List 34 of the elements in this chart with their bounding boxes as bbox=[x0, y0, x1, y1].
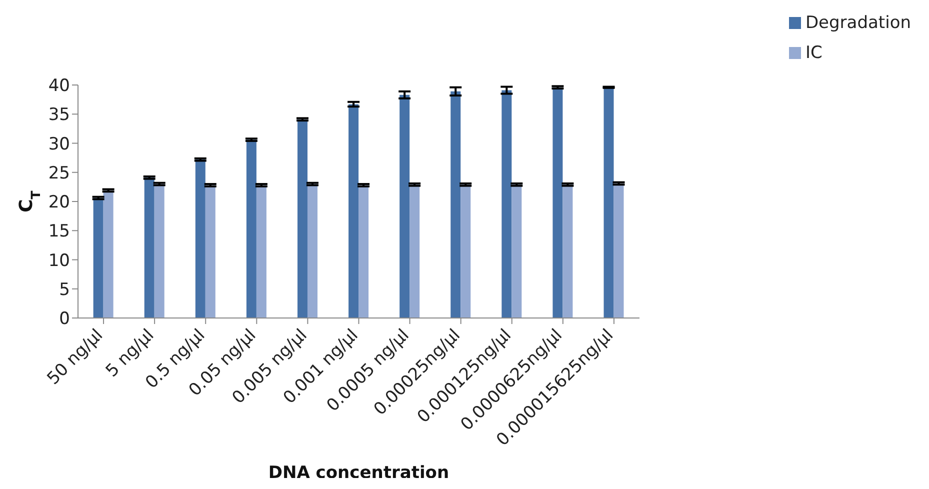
bar bbox=[502, 90, 512, 318]
y-tick-label: 40 bbox=[48, 76, 70, 96]
y-tick-label: 0 bbox=[59, 309, 70, 330]
bar bbox=[256, 185, 266, 318]
bar bbox=[195, 160, 206, 318]
bar bbox=[400, 94, 410, 318]
bar bbox=[246, 140, 256, 318]
y-tick-label: 15 bbox=[48, 222, 70, 242]
legend-label: IC bbox=[805, 43, 822, 63]
bar bbox=[348, 104, 359, 318]
bar bbox=[614, 183, 624, 318]
bar bbox=[552, 87, 563, 318]
bar bbox=[93, 198, 104, 318]
y-tick-label: 5 bbox=[59, 280, 70, 300]
bar bbox=[154, 184, 164, 318]
bar bbox=[307, 184, 318, 318]
bar bbox=[144, 178, 154, 318]
y-tick-label: 10 bbox=[48, 250, 70, 271]
bar bbox=[450, 91, 461, 318]
bar bbox=[103, 190, 114, 318]
bar bbox=[562, 184, 573, 318]
bar bbox=[604, 87, 614, 318]
bar bbox=[512, 184, 522, 318]
bar bbox=[410, 184, 420, 318]
bar bbox=[297, 119, 308, 318]
y-tick-label: 30 bbox=[48, 134, 70, 154]
y-tick-label: 20 bbox=[48, 192, 70, 213]
y-tick-label: 25 bbox=[48, 163, 70, 184]
x-axis-title: DNA concentration bbox=[268, 463, 450, 483]
legend-label: Degradation bbox=[805, 13, 911, 33]
bar bbox=[358, 185, 369, 318]
y-tick-label: 35 bbox=[48, 105, 70, 126]
bar bbox=[460, 184, 471, 318]
bar bbox=[205, 185, 216, 318]
